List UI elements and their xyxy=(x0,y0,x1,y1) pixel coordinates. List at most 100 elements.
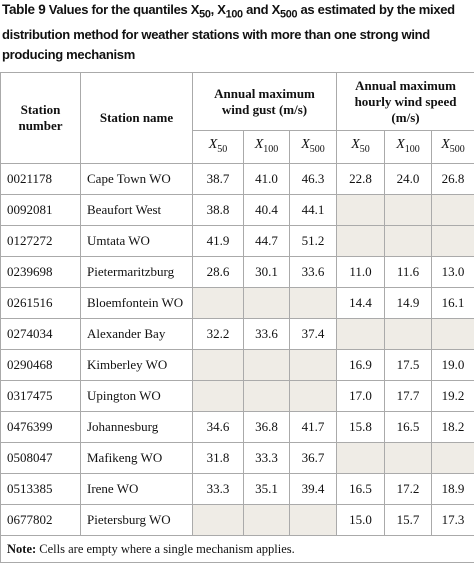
station-number: 0021178 xyxy=(0,163,81,195)
quantile-subscript: 50 xyxy=(359,143,370,155)
empty-cell xyxy=(192,504,244,536)
value-cell: 18.2 xyxy=(430,411,474,443)
empty-cell xyxy=(243,380,290,412)
value-cell: 33.6 xyxy=(243,318,290,350)
caption-text: Values for the quantiles xyxy=(48,2,191,17)
quantile-header: X500 xyxy=(430,130,474,164)
station-number: 0677802 xyxy=(0,504,81,536)
header-cell: Station number xyxy=(0,72,81,164)
table-row: 0290468 Kimberley WO 16.9 17.5 19.0 xyxy=(0,349,474,381)
value-cell: 19.2 xyxy=(430,380,474,412)
value-cell: 17.5 xyxy=(384,349,432,381)
caption-text: and xyxy=(242,2,272,17)
empty-cell xyxy=(384,318,432,350)
value-cell: 33.6 xyxy=(289,256,337,288)
value-cell: 18.9 xyxy=(430,473,474,505)
value-cell: 17.7 xyxy=(384,380,432,412)
table-row: 0274034 Alexander Bay 32.2 33.6 37.4 xyxy=(0,318,474,350)
table-row: 0508047 Mafikeng WO 31.8 33.3 36.7 xyxy=(0,442,474,474)
quantile-symbol: X xyxy=(351,136,360,152)
station-number: 0476399 xyxy=(0,411,81,443)
table-row: 0677802 Pietersburg WO 15.0 15.7 17.3 xyxy=(0,504,474,536)
station-name: Johannesburg xyxy=(80,411,193,443)
value-cell: 33.3 xyxy=(192,473,244,505)
value-cell: 19.0 xyxy=(430,349,474,381)
value-cell: 41.0 xyxy=(243,163,290,195)
value-cell: 16.5 xyxy=(336,473,385,505)
value-cell: 37.4 xyxy=(289,318,337,350)
station-name: Pietermaritzburg xyxy=(80,256,193,288)
station-name: Cape Town WO xyxy=(80,163,193,195)
value-cell: 41.7 xyxy=(289,411,337,443)
header-cell: Annual maximum hourly wind speed (m/s) xyxy=(335,72,474,131)
value-cell: 15.7 xyxy=(384,504,432,536)
caption-text: as estimated by the mixed distribution m… xyxy=(2,2,455,62)
quantile-symbol: X xyxy=(208,136,218,152)
value-cell: 15.0 xyxy=(336,504,385,536)
station-number: 0513385 xyxy=(0,473,81,505)
header-cell: Annual maximum wind gust (m/s) xyxy=(192,72,337,131)
quantile-header: X500 xyxy=(289,130,337,164)
quantile-subscript: 500 xyxy=(309,143,325,155)
quantile-subscript: 50 xyxy=(217,143,228,155)
empty-cell xyxy=(243,349,290,381)
station-name: Umtata WO xyxy=(80,225,193,257)
station-number: 0290468 xyxy=(0,349,81,381)
value-cell: 35.1 xyxy=(243,473,290,505)
value-cell: 36.8 xyxy=(243,411,290,443)
quantile-symbol: X xyxy=(254,136,264,152)
value-cell: 34.6 xyxy=(192,411,244,443)
station-name: Bloemfontein WO xyxy=(80,287,193,319)
empty-cell xyxy=(384,225,432,257)
value-cell: 33.3 xyxy=(243,442,290,474)
quantile-subscript: 500 xyxy=(449,143,465,155)
value-cell: 17.0 xyxy=(336,380,385,412)
empty-cell xyxy=(430,194,474,226)
table-row: 0021178 Cape Town WO 38.7 41.0 46.3 22.8 24.0 2… xyxy=(0,163,474,195)
empty-cell xyxy=(289,504,337,536)
value-cell: 13.0 xyxy=(430,256,474,288)
value-cell: 38.7 xyxy=(192,163,244,195)
value-cell: 32.2 xyxy=(192,318,244,350)
empty-cell xyxy=(430,442,474,474)
empty-cell xyxy=(336,318,385,350)
quantile-symbol: X xyxy=(396,136,405,152)
quantile-header: X100 xyxy=(384,130,432,164)
empty-cell xyxy=(289,380,337,412)
station-number: 0317475 xyxy=(0,380,81,412)
note-label: Note: xyxy=(7,541,37,556)
value-cell: 15.8 xyxy=(336,411,385,443)
value-cell: 46.3 xyxy=(289,163,337,195)
quantile-header: X100 xyxy=(243,130,290,164)
empty-cell xyxy=(243,287,290,319)
station-number: 0127272 xyxy=(0,225,81,257)
value-cell: 22.8 xyxy=(336,163,385,195)
data-table: Station number Station name Annual maxim… xyxy=(0,72,474,563)
quantile-header: X50 xyxy=(336,130,385,164)
caption-label: Table 9 xyxy=(2,2,46,17)
value-cell: 11.0 xyxy=(336,256,385,288)
caption-text: 100 xyxy=(225,8,243,21)
table-row: 0476399 Johannesburg 34.6 36.8 41.7 15.8 16.5 1… xyxy=(0,411,474,443)
caption: Table 9 Values for the quantiles X50, X1… xyxy=(2,0,472,65)
value-cell: 11.6 xyxy=(384,256,432,288)
station-number: 0274034 xyxy=(0,318,81,350)
empty-cell xyxy=(336,194,385,226)
table-row: 0317475 Upington WO 17.0 17.7 19.2 xyxy=(0,380,474,412)
value-cell: 38.8 xyxy=(192,194,244,226)
station-name: Kimberley WO xyxy=(80,349,193,381)
caption-text: X xyxy=(217,2,226,17)
value-cell: 30.1 xyxy=(243,256,290,288)
station-number: 0239698 xyxy=(0,256,81,288)
caption-text: 50 xyxy=(199,8,211,21)
header-cell: Station name xyxy=(80,72,193,164)
value-cell: 26.8 xyxy=(430,163,474,195)
table-row: 0261516 Bloemfontein WO 14.4 14.9 16.1 xyxy=(0,287,474,319)
station-number: 0092081 xyxy=(0,194,81,226)
value-cell: 14.9 xyxy=(384,287,432,319)
station-number: 0508047 xyxy=(0,442,81,474)
value-cell: 16.5 xyxy=(384,411,432,443)
empty-cell xyxy=(384,194,432,226)
value-cell: 51.2 xyxy=(289,225,337,257)
value-cell: 16.9 xyxy=(336,349,385,381)
